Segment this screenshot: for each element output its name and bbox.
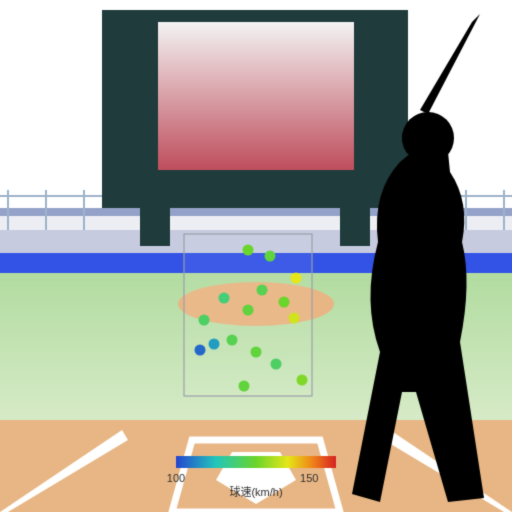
pitch-chart-canvas: [0, 0, 512, 512]
